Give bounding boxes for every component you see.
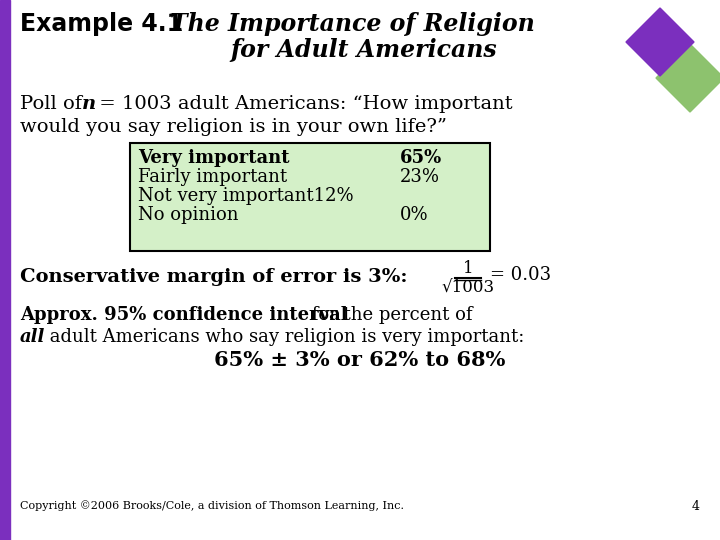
Text: n: n	[82, 95, 96, 113]
Text: = 1003 adult Americans: “How important: = 1003 adult Americans: “How important	[93, 95, 513, 113]
Text: Example 4.1: Example 4.1	[20, 12, 183, 36]
Text: would you say religion is in your own life?”: would you say religion is in your own li…	[20, 118, 447, 136]
Text: 1: 1	[463, 260, 473, 277]
Text: Not very important12%: Not very important12%	[138, 187, 354, 205]
Polygon shape	[656, 44, 720, 112]
Text: for the percent of: for the percent of	[306, 306, 472, 324]
Polygon shape	[626, 8, 694, 76]
Text: 4: 4	[692, 500, 700, 513]
Text: Copyright ©2006 Brooks/Cole, a division of Thomson Learning, Inc.: Copyright ©2006 Brooks/Cole, a division …	[20, 500, 404, 511]
Text: for Adult Americans: for Adult Americans	[230, 38, 497, 62]
Text: all: all	[20, 328, 45, 346]
Text: No opinion: No opinion	[138, 206, 238, 224]
Text: Very important: Very important	[138, 149, 289, 167]
Text: adult Americans who say religion is very important:: adult Americans who say religion is very…	[44, 328, 524, 346]
Bar	[0, 0, 10, 540]
Text: √1003: √1003	[441, 280, 495, 297]
Text: Poll of: Poll of	[20, 95, 89, 113]
Text: The Importance of Religion: The Importance of Religion	[170, 12, 535, 36]
Text: 65% ± 3% or 62% to 68%: 65% ± 3% or 62% to 68%	[215, 350, 505, 370]
Text: = 0.03: = 0.03	[490, 266, 551, 284]
Text: Approx. 95% confidence interval: Approx. 95% confidence interval	[20, 306, 348, 324]
Text: 65%: 65%	[400, 149, 442, 167]
Text: Conservative margin of error is 3%:: Conservative margin of error is 3%:	[20, 268, 408, 286]
Text: Fairly important: Fairly important	[138, 168, 287, 186]
Text: 23%: 23%	[400, 168, 440, 186]
FancyBboxPatch shape	[130, 143, 490, 251]
Text: 0%: 0%	[400, 206, 428, 224]
